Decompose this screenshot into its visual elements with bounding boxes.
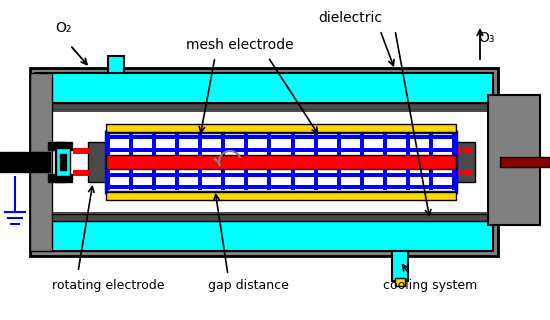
Polygon shape <box>175 134 179 190</box>
Polygon shape <box>81 170 89 176</box>
Polygon shape <box>55 142 65 182</box>
Polygon shape <box>108 135 454 139</box>
Text: dielectric: dielectric <box>318 11 382 25</box>
Polygon shape <box>500 157 550 167</box>
Polygon shape <box>0 152 50 172</box>
Polygon shape <box>35 73 493 103</box>
Text: O₃: O₃ <box>478 31 494 45</box>
Polygon shape <box>106 124 456 132</box>
Polygon shape <box>81 148 89 154</box>
Polygon shape <box>56 148 70 176</box>
Polygon shape <box>73 148 81 154</box>
Polygon shape <box>48 142 72 150</box>
Polygon shape <box>337 134 340 190</box>
Polygon shape <box>463 148 471 154</box>
Polygon shape <box>455 142 475 182</box>
Polygon shape <box>30 73 52 251</box>
Polygon shape <box>129 134 133 190</box>
Polygon shape <box>290 134 295 190</box>
Polygon shape <box>395 278 405 286</box>
Polygon shape <box>108 172 454 177</box>
Text: cooling system: cooling system <box>383 278 477 292</box>
Polygon shape <box>221 134 226 190</box>
Text: gap distance: gap distance <box>207 278 288 292</box>
Polygon shape <box>244 134 249 190</box>
Polygon shape <box>35 212 493 214</box>
Polygon shape <box>35 103 493 110</box>
Polygon shape <box>429 134 433 190</box>
Polygon shape <box>452 134 456 190</box>
Polygon shape <box>48 174 72 182</box>
Polygon shape <box>35 214 493 221</box>
Polygon shape <box>392 251 408 281</box>
Polygon shape <box>463 170 471 176</box>
Polygon shape <box>453 170 461 176</box>
Polygon shape <box>152 134 156 190</box>
Polygon shape <box>106 155 456 169</box>
Polygon shape <box>360 134 364 190</box>
Polygon shape <box>383 134 387 190</box>
Polygon shape <box>73 170 81 176</box>
Polygon shape <box>106 134 110 190</box>
Polygon shape <box>108 148 454 151</box>
Polygon shape <box>35 110 493 112</box>
Polygon shape <box>267 134 272 190</box>
Polygon shape <box>198 134 202 190</box>
Polygon shape <box>106 192 456 200</box>
Polygon shape <box>108 56 124 73</box>
Polygon shape <box>406 134 410 190</box>
Text: mesh electrode: mesh electrode <box>186 38 294 52</box>
Polygon shape <box>488 95 540 225</box>
Polygon shape <box>35 221 493 251</box>
Polygon shape <box>106 132 456 192</box>
Polygon shape <box>30 68 498 256</box>
Polygon shape <box>108 160 454 164</box>
Polygon shape <box>314 134 317 190</box>
Text: rotating electrode: rotating electrode <box>52 278 164 292</box>
Polygon shape <box>453 148 461 154</box>
Polygon shape <box>108 185 454 189</box>
Text: O₂: O₂ <box>55 21 72 35</box>
Polygon shape <box>35 110 493 214</box>
Polygon shape <box>88 142 106 182</box>
Polygon shape <box>60 154 66 170</box>
